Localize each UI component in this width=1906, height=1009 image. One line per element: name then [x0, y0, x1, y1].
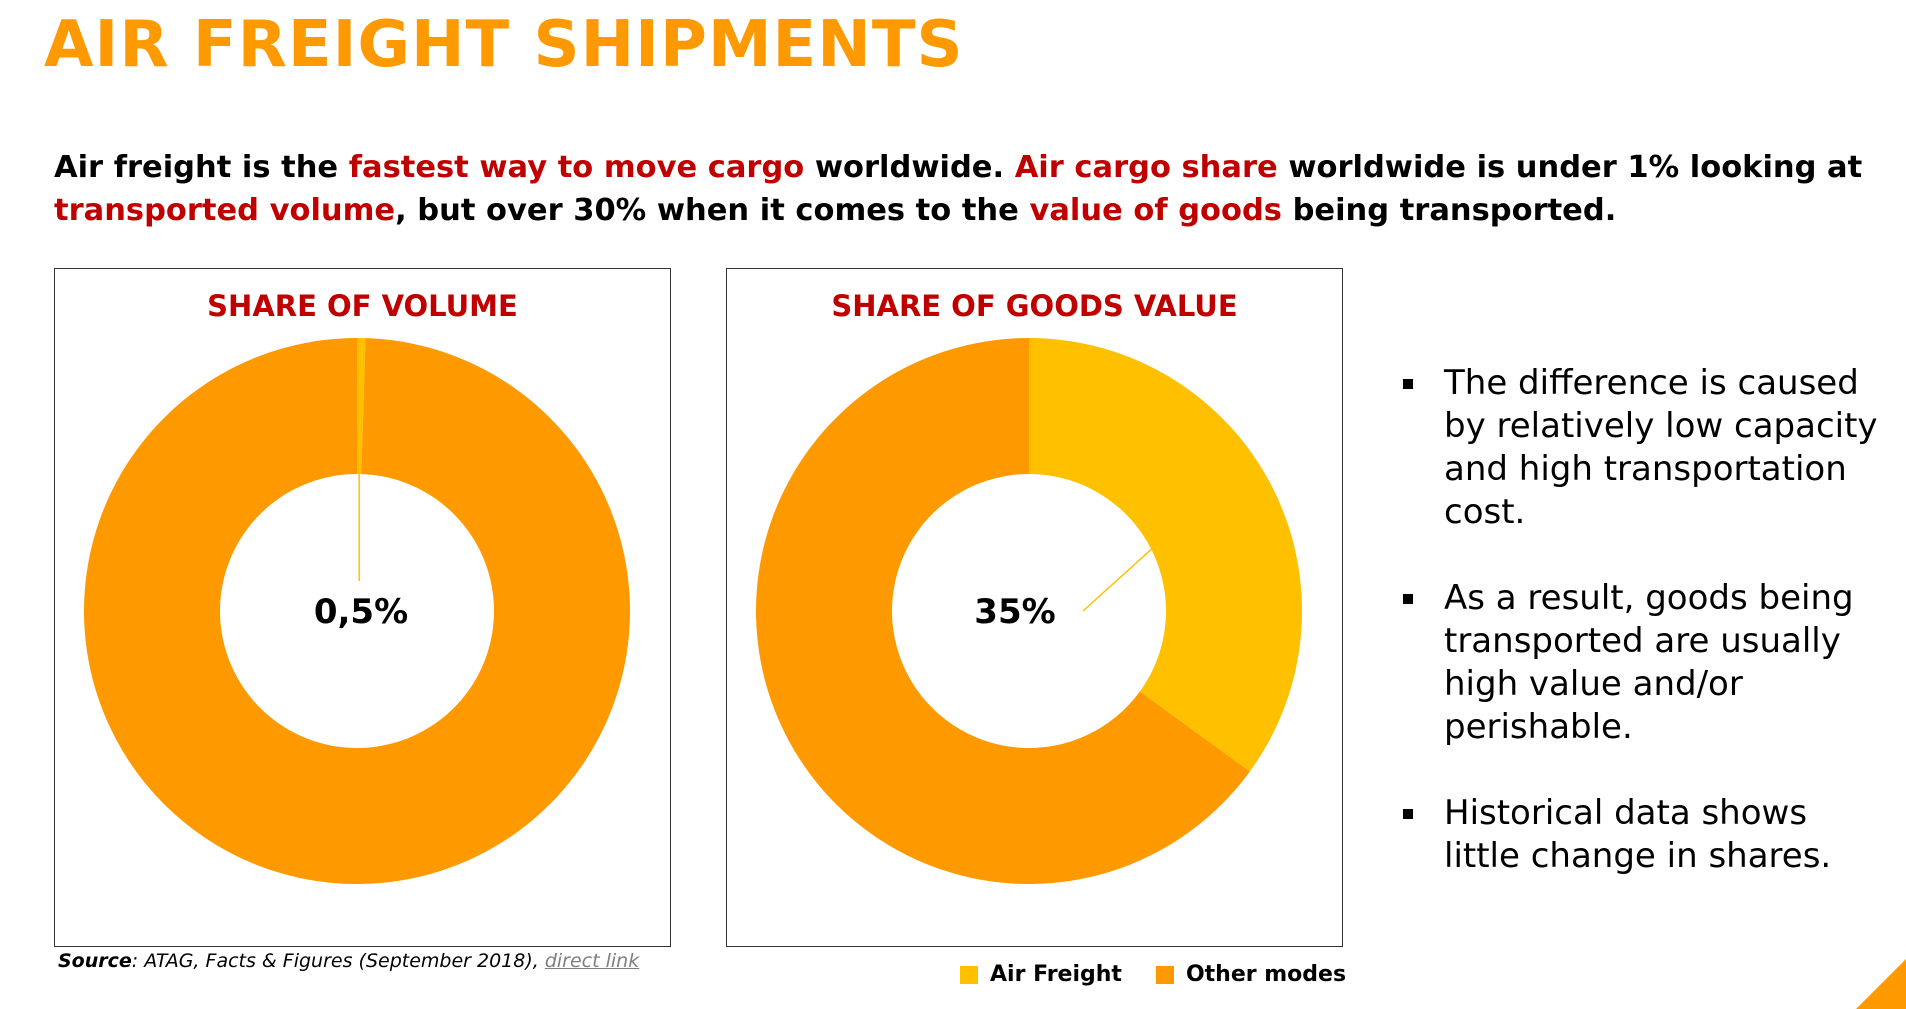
bullet-item: Historical data shows little change in s…	[1400, 792, 1880, 878]
chart-share-of-goods-value: SHARE OF GOODS VALUE 35%	[726, 268, 1343, 947]
legend-label: Other modes	[1185, 962, 1347, 987]
legend-swatch	[960, 965, 978, 984]
subtitle-text: , but over 30% when it comes to the	[395, 193, 1030, 228]
page-title: AIR FREIGHT SHIPMENTS	[44, 8, 964, 82]
subtitle-highlight: value of goods	[1029, 193, 1282, 228]
bullet-item: The difference is caused by relatively l…	[1400, 362, 1880, 534]
slice-other-modes	[755, 338, 1250, 885]
source-link[interactable]: direct link	[544, 950, 640, 972]
subtitle-highlight: Air cargo share	[1014, 150, 1278, 185]
subtitle-text: worldwide is under 1% looking at	[1277, 150, 1863, 185]
chart-legend: Air Freight Other modes	[960, 962, 1380, 987]
subtitle-text: being transported.	[1281, 193, 1617, 228]
data-label: 35%	[974, 592, 1055, 632]
bullet-item: As a result, goods being transported are…	[1400, 577, 1880, 749]
subtitle: Air freight is the fastest way to move c…	[54, 146, 1874, 232]
data-label: 0,5%	[314, 592, 408, 632]
legend-label: Air Freight	[990, 962, 1122, 987]
chart-share-of-volume: SHARE OF VOLUME 0,5%	[54, 268, 671, 947]
slice-air-freight	[357, 338, 366, 475]
chart-title: SHARE OF GOODS VALUE	[831, 289, 1238, 323]
source-note: Source: ATAG, Facts & Figures (September…	[58, 950, 639, 972]
source-text: : ATAG, Facts & Figures (September 2018)…	[131, 950, 545, 972]
subtitle-text: Air freight is the	[54, 150, 349, 185]
source-label: Source	[58, 950, 132, 972]
legend-swatch	[1155, 965, 1174, 984]
chart-title: SHARE OF VOLUME	[207, 289, 518, 323]
slice-other-modes	[84, 338, 630, 884]
bullet-list: The difference is caused by relatively l…	[1400, 362, 1880, 921]
legend-item-other-modes: Other modes	[1155, 962, 1347, 987]
leader-line	[1082, 547, 1154, 612]
donut-chart-volume: 0,5%	[84, 338, 630, 884]
legend-item-air-freight: Air Freight	[960, 962, 1122, 987]
subtitle-highlight: fastest way to move cargo	[348, 150, 805, 185]
corner-decoration	[1856, 959, 1906, 1009]
subtitle-highlight: transported volume	[54, 193, 396, 228]
subtitle-text: worldwide.	[804, 150, 1015, 185]
slice-air-freight	[1029, 338, 1302, 772]
donut-chart-goods-value: 35%	[755, 338, 1302, 885]
